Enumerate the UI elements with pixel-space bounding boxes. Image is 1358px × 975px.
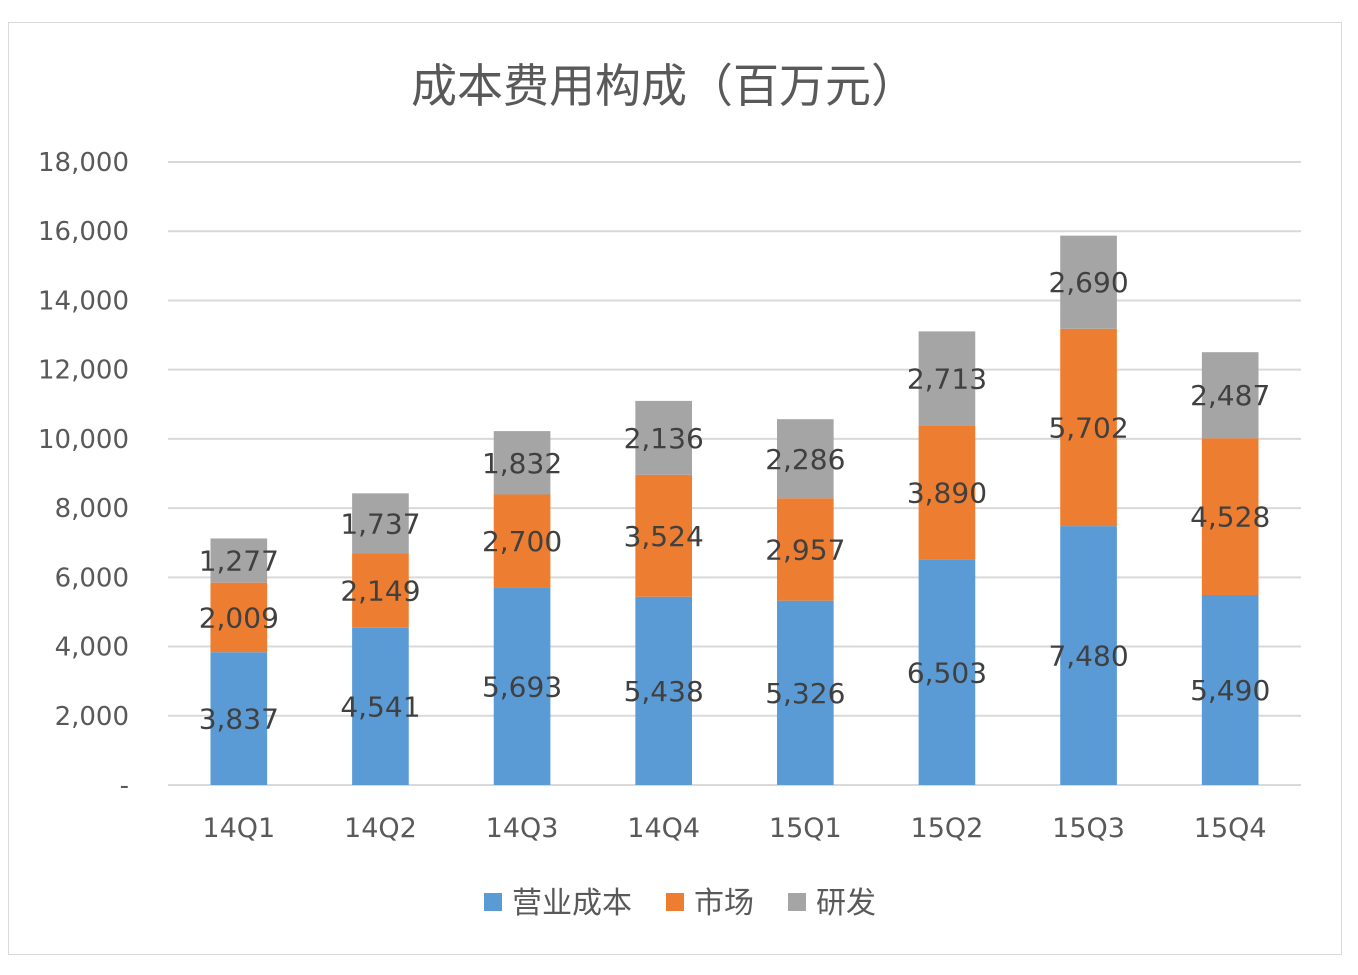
legend-swatch xyxy=(666,893,684,911)
data-label: 2,286 xyxy=(765,443,845,476)
x-tick-label: 15Q4 xyxy=(1194,813,1267,844)
bar-15Q1-series-2 xyxy=(776,419,834,499)
bar-14Q1-series-1 xyxy=(210,582,268,653)
data-label: 5,693 xyxy=(482,670,562,703)
y-tick-label: - xyxy=(120,771,129,801)
bar-15Q2-series-1 xyxy=(918,425,976,560)
bar-15Q1-series-0 xyxy=(776,600,834,785)
bar-14Q3-series-1 xyxy=(493,494,551,588)
data-label: 3,890 xyxy=(907,477,987,510)
bar-14Q2-series-1 xyxy=(352,553,409,628)
x-tick-label: 14Q3 xyxy=(486,813,559,844)
bar-14Q2-series-2 xyxy=(352,493,409,554)
bar-15Q2-series-2 xyxy=(918,331,976,426)
bar-15Q3-series-2 xyxy=(1060,235,1117,329)
bar-15Q3-series-0 xyxy=(1060,526,1117,785)
data-labels: 3,837 2,009 1,277 4,541 2,149 1,737 5,693 2,700… xyxy=(199,266,1271,735)
bar-15Q4-series-1 xyxy=(1201,438,1259,595)
x-tick-label: 14Q1 xyxy=(202,813,275,844)
data-label: 5,490 xyxy=(1190,674,1270,707)
bar-14Q3-series-0 xyxy=(493,587,551,785)
data-label: 5,326 xyxy=(765,677,845,710)
legend-swatch xyxy=(788,893,806,911)
bar-15Q1-series-1 xyxy=(776,498,834,601)
bar-14Q1-series-2 xyxy=(210,538,268,583)
y-tick-label: 2,000 xyxy=(55,702,129,732)
bar-15Q3-series-1 xyxy=(1060,328,1117,527)
x-tick-label: 15Q3 xyxy=(1052,813,1125,844)
legend-swatch xyxy=(484,893,502,911)
data-label: 4,541 xyxy=(340,690,420,723)
chart-title: 成本费用构成（百万元） xyxy=(411,59,917,113)
data-label: 2,690 xyxy=(1048,266,1128,299)
data-label: 2,957 xyxy=(765,533,845,566)
data-label: 2,713 xyxy=(907,362,987,395)
data-label: 1,737 xyxy=(340,507,420,540)
x-tick-label: 14Q2 xyxy=(344,813,417,844)
bar-14Q2-series-0 xyxy=(352,627,409,785)
y-tick-label: 12,000 xyxy=(38,356,129,386)
data-label: 6,503 xyxy=(907,656,987,689)
data-label: 1,277 xyxy=(199,545,279,578)
y-tick-label: 6,000 xyxy=(55,563,129,593)
legend-label: 营业成本 xyxy=(512,886,632,921)
data-label: 4,528 xyxy=(1190,501,1270,534)
y-tick-label: 16,000 xyxy=(38,217,129,247)
legend-label: 市场 xyxy=(694,886,754,921)
y-tick-label: 18,000 xyxy=(38,148,129,178)
bar-14Q4-series-2 xyxy=(635,400,693,475)
y-tick-label: 14,000 xyxy=(38,286,129,316)
y-tick-label: 8,000 xyxy=(55,494,129,524)
x-tick-label: 15Q2 xyxy=(911,813,984,844)
data-label: 2,009 xyxy=(199,601,279,634)
y-tick-label: 10,000 xyxy=(38,425,129,455)
x-tick-label: 14Q4 xyxy=(627,813,700,844)
y-tick-label: 4,000 xyxy=(55,633,129,663)
bar-14Q3-series-2 xyxy=(493,431,551,495)
data-label: 2,136 xyxy=(624,422,704,455)
data-label: 2,149 xyxy=(340,575,420,608)
bar-15Q4-series-0 xyxy=(1201,594,1259,785)
data-label: 5,702 xyxy=(1048,411,1128,444)
bar-14Q4-series-0 xyxy=(635,596,693,785)
data-label: 7,480 xyxy=(1048,640,1128,673)
data-label: 5,438 xyxy=(624,675,704,708)
legend: 营业成本 市场 研发 xyxy=(484,886,876,921)
bar-15Q2-series-0 xyxy=(918,559,976,785)
gridlines xyxy=(168,161,1301,786)
y-axis-ticks: - 2,000 4,000 6,000 8,000 10,000 12,000 14,000 1… xyxy=(38,148,129,801)
x-tick-label: 15Q1 xyxy=(769,813,842,844)
data-label: 3,837 xyxy=(199,703,279,736)
x-axis-ticks: 14Q1 14Q2 14Q3 14Q4 15Q1 15Q2 15Q3 15Q4 xyxy=(202,813,1266,844)
data-label: 1,832 xyxy=(482,447,562,480)
data-label: 2,700 xyxy=(482,525,562,558)
data-label: 3,524 xyxy=(624,520,704,553)
legend-label: 研发 xyxy=(816,886,876,921)
bar-14Q1-series-0 xyxy=(210,652,268,785)
bar-14Q4-series-1 xyxy=(635,474,693,597)
bar-15Q4-series-2 xyxy=(1201,352,1259,439)
data-label: 2,487 xyxy=(1190,379,1270,412)
bars xyxy=(210,235,1259,785)
